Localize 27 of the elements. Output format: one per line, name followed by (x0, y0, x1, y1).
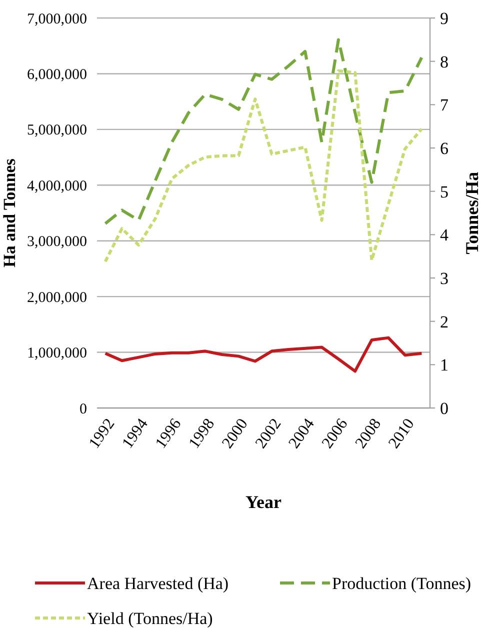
legend-label: Area Harvested (Ha) (87, 574, 229, 593)
y2-tick-label: 2 (440, 312, 448, 332)
y-tick-label: 0 (80, 401, 87, 418)
y-tick-label: 6,000,000 (27, 66, 87, 83)
legend-label: Yield (Tonnes/Ha) (87, 608, 213, 628)
y-tick-label: 1,000,000 (27, 346, 87, 362)
y2-tick-label: 5 (440, 182, 448, 202)
line-series (104, 69, 424, 264)
legend-label: Production (Tonnes) (332, 574, 472, 593)
y-tick-label: 3,000,000 (27, 234, 87, 250)
y2-tick-label: 3 (440, 268, 448, 288)
y-tick-label: 2,000,000 (27, 290, 87, 306)
y2-axis-title: Tonnes/Ha (462, 172, 482, 254)
y-tick-label: 7,000,000 (27, 11, 87, 28)
y2-tick-label: 8 (440, 52, 448, 72)
y2-tick-label: 9 (440, 8, 448, 28)
y2-tick-label: 1 (440, 356, 448, 375)
x-axis-title: Year (246, 492, 282, 512)
y2-tick-label: 6 (440, 138, 448, 158)
line-series (104, 38, 424, 226)
y2-tick-label: 0 (440, 398, 448, 418)
y-tick-label: 4,000,000 (27, 178, 87, 194)
y2-tick-label: 4 (440, 226, 449, 245)
y2-tick-label: 7 (440, 96, 449, 115)
y-tick-label: 5,000,000 (27, 122, 87, 139)
line-series (104, 336, 424, 373)
y-axis-title: Ha and Tonnes (0, 158, 19, 268)
